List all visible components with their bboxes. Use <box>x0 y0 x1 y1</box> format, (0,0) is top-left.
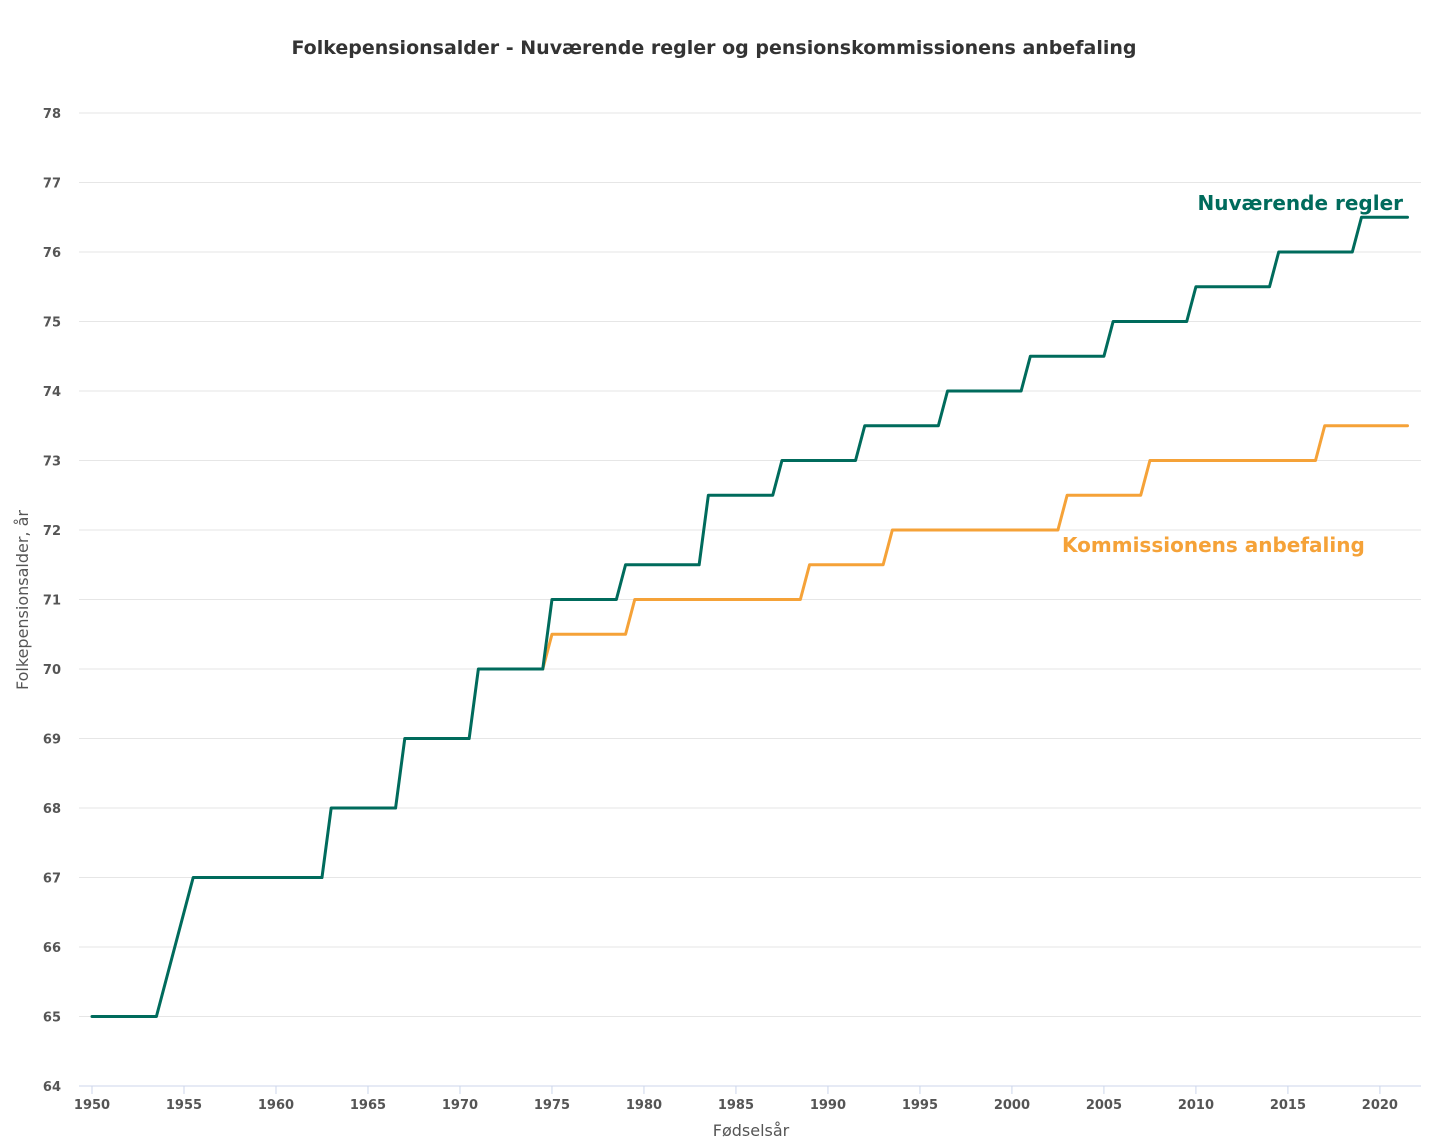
y-tick-label-68: 68 <box>43 802 61 817</box>
x-tick-label-1995: 1995 <box>902 1098 938 1113</box>
x-tick-label-2020: 2020 <box>1362 1098 1398 1113</box>
y-tick-label-65: 65 <box>43 1011 61 1026</box>
x-tick-label-1955: 1955 <box>166 1098 202 1113</box>
x-tick-label-1970: 1970 <box>442 1098 478 1113</box>
x-tick-label-2010: 2010 <box>1178 1098 1214 1113</box>
series-line-nuvaerende-regler <box>90 215 1409 1018</box>
x-tick-label-2000: 2000 <box>994 1098 1030 1113</box>
chart-title: Folkepensionsalder - Nuværende regler og… <box>291 37 1136 59</box>
x-tick-label-2005: 2005 <box>1086 1098 1122 1113</box>
series-label-kommissionens-anbefaling: Kommissionens anbefaling <box>1062 533 1365 557</box>
series-line-kommissionens-anbefaling <box>541 424 1409 671</box>
x-tick-label-1975: 1975 <box>534 1098 570 1113</box>
y-tick-label-71: 71 <box>43 594 61 609</box>
y-tick-label-67: 67 <box>43 872 61 887</box>
y-tick-label-77: 77 <box>43 177 61 192</box>
y-tick-label-76: 76 <box>43 246 61 261</box>
series-label-nuvaerende-regler: Nuværende regler <box>1197 191 1403 215</box>
x-tick-label-1990: 1990 <box>810 1098 846 1113</box>
y-tick-label-64: 64 <box>43 1080 61 1095</box>
x-tick-label-1965: 1965 <box>350 1098 386 1113</box>
axis-layer: 64 65 66 67 68 69 70 71 72 73 74 75 76 77 78 1950 1955 19… <box>43 107 1421 1113</box>
y-tick-label-66: 66 <box>43 941 61 956</box>
y-axis-title: Folkepensionsalder, år <box>13 510 32 690</box>
y-tick-label-73: 73 <box>43 455 61 470</box>
y-tick-label-75: 75 <box>43 316 61 331</box>
grid-layer <box>79 112 1421 1017</box>
y-tick-label-78: 78 <box>43 107 61 122</box>
x-tick-label-1960: 1960 <box>258 1098 294 1113</box>
y-tick-label-70: 70 <box>43 663 61 678</box>
x-tick-label-1950: 1950 <box>74 1098 110 1113</box>
y-tick-label-69: 69 <box>43 733 61 748</box>
x-tick-label-1985: 1985 <box>718 1098 754 1113</box>
y-tick-label-74: 74 <box>43 385 61 400</box>
y-tick-label-72: 72 <box>43 524 61 539</box>
series-layer <box>90 215 1409 1018</box>
x-tick-label-2015: 2015 <box>1270 1098 1306 1113</box>
x-axis-title: Fødselsår <box>713 1121 790 1137</box>
x-tick-label-1980: 1980 <box>626 1098 662 1113</box>
